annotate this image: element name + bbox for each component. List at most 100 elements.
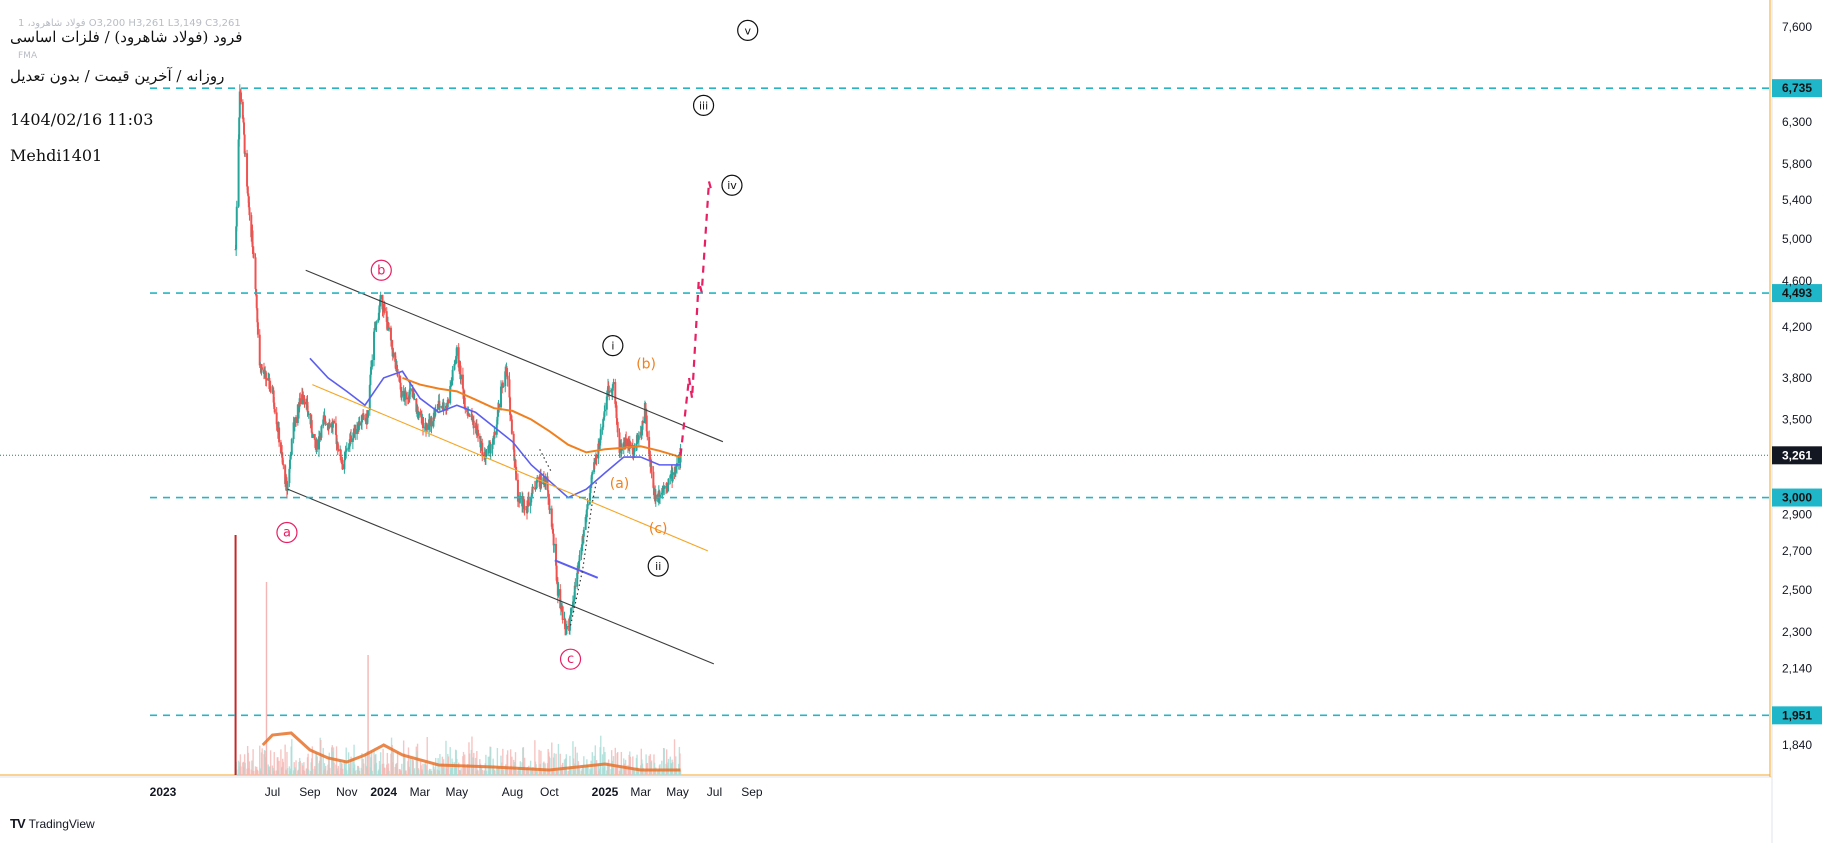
volume-bar [251,760,253,775]
time-tick-label: Oct [540,785,559,799]
candle-body [508,379,511,398]
candle-body [506,375,509,380]
volume-bar [620,751,623,775]
volume-bar [457,762,460,775]
candle-body [472,420,475,428]
level-price-tag [1772,284,1822,303]
candle-body [552,533,555,546]
candle-body [358,421,361,426]
candle-body [604,409,606,412]
volume-bar [545,770,547,775]
candle-body [356,428,359,435]
candle-body [243,122,246,135]
candle-body [652,471,655,488]
volume-bar [284,744,286,775]
dotted-connector [569,480,598,626]
candle-body [438,400,441,408]
candle-body [398,376,401,382]
candle-body [335,434,338,445]
candle-body [255,289,258,295]
volume-bar [597,763,600,775]
candle-body [607,386,610,393]
volume-bar [496,748,499,775]
candle-body [616,418,619,423]
tradingview-brand[interactable]: TV TradingView [10,816,95,831]
volume-bar [391,744,393,775]
candle-body [641,420,644,430]
volume-bar [333,762,335,775]
volume-bar [405,770,407,775]
candle-body [496,409,499,417]
candle-body [416,408,419,412]
candle-body [284,465,287,485]
volume-bar [352,758,354,775]
volume-bar [464,767,467,775]
price-tick-label: 4,600 [1782,274,1812,288]
volume-bar [392,751,395,775]
candle-body [665,487,668,489]
price-tick-label: 4,200 [1782,320,1812,334]
time-tick-label: Sep [299,785,321,799]
candle-body [611,390,614,393]
candle-body [599,439,602,446]
candle-body [301,394,304,396]
candle-body [429,420,432,425]
candle-body [539,474,542,483]
volume-bar [675,756,677,775]
candle-body [260,367,263,373]
candle-body [483,454,486,457]
candle-body [250,215,253,238]
candle-body [648,436,651,455]
volume-bar [401,763,403,775]
candle-body [449,385,452,387]
wave-label-text: (b) [636,357,656,373]
volume-bar [347,752,350,775]
candle-body [602,419,605,428]
wave-label-text: c [567,652,574,667]
candle-body [454,363,457,365]
candle-body [612,382,615,385]
candle-body [601,427,604,430]
volume-bar [460,768,462,775]
last-price-label: 3,261 [1782,448,1812,462]
candle-body [582,529,585,537]
candle-body [290,439,293,455]
price-tick-label: 2,900 [1782,508,1812,522]
level-price-tag [1772,79,1822,98]
candle-body [489,442,492,454]
ma-short-line [309,357,681,499]
time-tick-label: 2025 [592,785,619,799]
volume-bar [665,749,668,775]
volume-bar [467,764,469,775]
candle-body [561,606,564,620]
candle-body [373,331,376,361]
candle-body [515,466,518,480]
candle-body [544,476,547,484]
candle-body [521,498,524,507]
candle-body [648,454,651,458]
volume-bar [386,752,389,775]
volume-bar [594,745,597,775]
candle-body [627,439,630,447]
volume-bar [244,762,246,775]
volume-bar [565,754,568,775]
candle-body [374,324,377,330]
candle-body [341,464,344,470]
candle-body [491,444,494,449]
candle-body [353,431,356,434]
candle-body [639,431,642,436]
time-tick-label: Aug [502,785,523,799]
candle-body [674,470,677,472]
candle-body [238,91,241,118]
candle-body [585,509,588,517]
volume-bar [471,736,473,775]
candle-body [256,322,259,335]
candle-body [516,479,519,502]
ma_short-trendline [554,559,599,579]
candle-body [241,101,244,119]
candle-body [314,439,317,448]
candle-body [633,451,636,453]
volume-bar [540,750,542,775]
candle-body [258,334,261,366]
